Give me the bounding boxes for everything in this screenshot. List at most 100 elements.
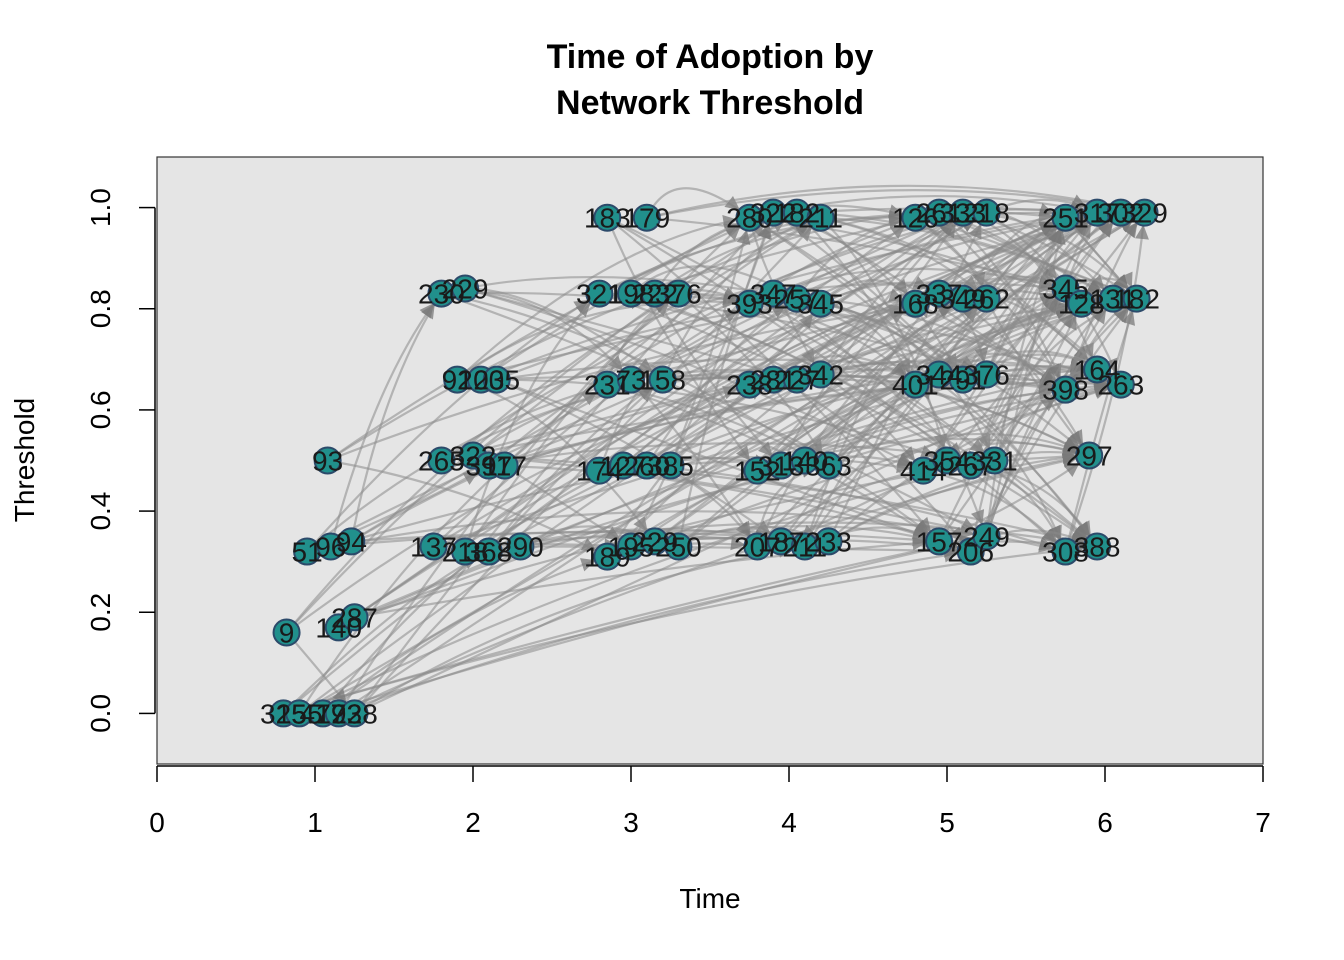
node-point: [735, 289, 764, 318]
y-tick-label: 0.4: [85, 492, 116, 531]
y-tick-label: 0.8: [85, 289, 116, 328]
edge-curve: [285, 211, 798, 634]
node-label: 206: [947, 537, 994, 568]
edge-curve: [827, 383, 1122, 543]
edge-curve: [354, 540, 940, 619]
node-point: [806, 203, 835, 232]
node-label: 337: [916, 279, 963, 310]
edge-arrowhead: [888, 214, 904, 229]
edge-curve: [606, 217, 759, 472]
edge-curve: [464, 292, 601, 552]
node-label: 211: [782, 531, 827, 562]
edge-arrowhead: [1044, 298, 1059, 314]
node-label: 322: [750, 198, 797, 229]
edge-curve: [827, 454, 1090, 543]
node-point: [482, 365, 511, 394]
edge-arrowhead: [575, 302, 591, 318]
x-tick-label: 3: [623, 807, 639, 838]
edge-curve: [329, 292, 443, 547]
y-tick-label: 0.6: [85, 390, 116, 429]
edge-arrowhead: [888, 204, 904, 218]
node-label: 302: [1097, 198, 1144, 229]
edge-arrowhead: [1059, 312, 1074, 329]
node-label: 222: [631, 279, 678, 310]
node-point: [593, 203, 622, 232]
node-label: 73: [615, 365, 646, 396]
node-point: [648, 365, 677, 394]
node-label: 195: [608, 531, 655, 562]
node-label: 233: [805, 526, 852, 557]
node-label: 94: [336, 526, 367, 557]
edge-curve: [969, 212, 1099, 552]
node-point: [1106, 370, 1135, 399]
node-label: 261: [916, 198, 963, 229]
edge-arrowhead: [972, 271, 986, 288]
node-label: 281: [750, 365, 797, 396]
node-label: 257: [774, 284, 821, 315]
node-point: [340, 603, 369, 632]
edge-arrowhead: [1123, 222, 1138, 239]
node-point: [1051, 537, 1080, 566]
node-label: 187: [758, 526, 805, 557]
node-point: [664, 279, 693, 308]
edge-arrowhead: [1086, 279, 1103, 293]
edge-curve: [803, 292, 940, 547]
node-point: [337, 527, 366, 556]
node-label: 127: [600, 451, 647, 482]
edge-curve: [456, 216, 750, 381]
node-label: 183: [584, 203, 631, 234]
node-label: 385: [647, 451, 694, 482]
edge-arrowhead: [1070, 529, 1087, 543]
node-label: 238: [726, 370, 773, 401]
node-label: 227: [774, 365, 821, 396]
x-tick-label: 1: [307, 807, 323, 838]
node-label: 345: [797, 289, 844, 320]
chart-title-line: Time of Adoption by: [547, 38, 874, 76]
node-label: 117: [482, 451, 527, 482]
edge-curve: [520, 545, 971, 553]
node-label: 218: [442, 537, 489, 568]
edge-curve: [520, 521, 1098, 548]
edge-curve: [946, 211, 1146, 462]
node-point: [451, 274, 480, 303]
edge-arrowhead: [963, 307, 979, 323]
node-label: 280: [726, 203, 773, 234]
node-label: 354: [924, 446, 971, 477]
node-point: [506, 532, 535, 561]
y-tick-label: 0.0: [85, 694, 116, 733]
edge-arrowhead: [736, 229, 751, 245]
node-point: [1083, 532, 1112, 561]
node-label: 51: [292, 537, 323, 568]
node-label: 249: [963, 521, 1010, 552]
node-label: 96: [315, 531, 346, 562]
edge-curve: [985, 217, 1067, 537]
x-axis-label: Time: [679, 883, 740, 914]
node-point: [972, 284, 1001, 313]
edge-arrowhead: [1119, 271, 1133, 288]
node-point: [901, 289, 930, 318]
edge-curve: [922, 217, 1067, 472]
edge-curve: [969, 211, 1122, 467]
node-label: 260: [623, 451, 670, 482]
node-point: [632, 203, 661, 232]
node-point: [806, 289, 835, 318]
edge-arrowhead: [1063, 462, 1080, 477]
node-label: 297: [1066, 440, 1113, 471]
node-label: 137: [410, 531, 457, 562]
node-label: 397: [465, 451, 512, 482]
node-point: [419, 532, 448, 561]
edge-curve: [780, 211, 964, 467]
node-label: 157: [916, 526, 963, 557]
node-label: 193: [315, 698, 362, 729]
node-point: [814, 451, 843, 480]
edge-curve: [327, 211, 774, 462]
node-label: 92: [442, 365, 473, 396]
node-point: [593, 542, 622, 571]
node-point: [313, 446, 342, 475]
edge-curve: [780, 383, 1121, 467]
node-point: [972, 360, 1001, 389]
node-point: [806, 360, 835, 389]
x-tick-label: 5: [939, 807, 955, 838]
edge-arrowhead: [730, 536, 746, 551]
